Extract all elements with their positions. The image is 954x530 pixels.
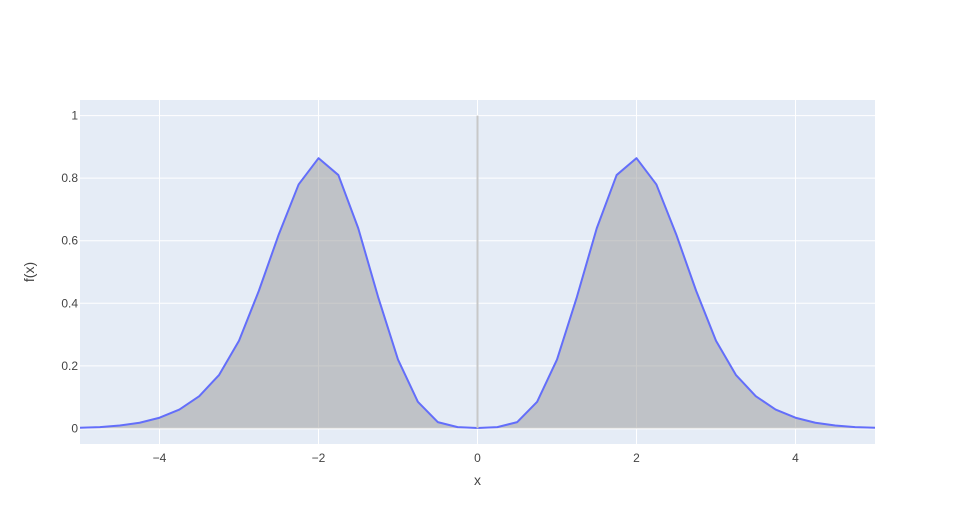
x-tick-label-2: 0: [474, 451, 481, 465]
x-tick-label-1: −2: [312, 451, 326, 465]
series-layer: [79, 115, 876, 430]
y-tick-label-0: 0: [71, 421, 78, 435]
x-tick-label-3: 2: [633, 451, 640, 465]
y-tick-label-5: 1: [71, 109, 78, 123]
y-tick-label-2: 0.4: [61, 296, 78, 310]
y-tick-label-3: 0.6: [61, 234, 78, 248]
x-tick-label-0: −4: [153, 451, 167, 465]
x-tick-label-4: 4: [792, 451, 799, 465]
y-tick-label-4: 0.8: [61, 171, 78, 185]
y-axis-ticks: 0 0.2 0.4 0.6 0.8 1: [61, 109, 78, 436]
series-area-fill-0: [80, 158, 875, 429]
x-axis-title: x: [474, 472, 481, 488]
y-axis-title: f(x): [21, 262, 37, 282]
y-tick-label-1: 0.2: [61, 359, 78, 373]
x-axis-ticks: −4 −2 0 2 4: [153, 451, 800, 465]
